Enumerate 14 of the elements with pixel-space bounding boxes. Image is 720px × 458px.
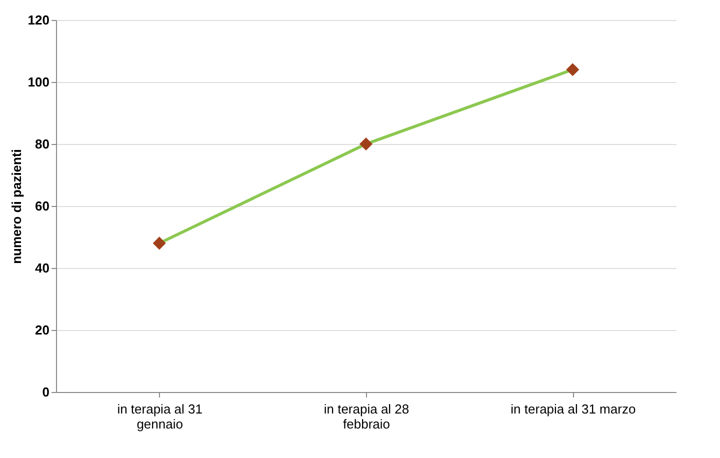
point (152, 236, 166, 250)
y-axis-title: numero di pazienti (8, 149, 24, 264)
x-tick-label: in terapia al 31 gennaio (117, 402, 202, 432)
y-tick-label: 80 (35, 136, 50, 152)
y-tick-label: 120 (28, 12, 50, 28)
y-tick-label: 100 (28, 74, 50, 90)
point (359, 137, 373, 151)
y-tick-label: 60 (35, 198, 50, 214)
y-tick-label: 0 (42, 384, 50, 400)
y-tick-label: 20 (35, 322, 50, 338)
y-tick-label: 40 (35, 260, 50, 276)
point (566, 63, 580, 76)
x-tick-label: in terapia al 31 marzo (510, 402, 636, 416)
x-tick-label: in terapia al 28 febbraio (324, 402, 410, 432)
